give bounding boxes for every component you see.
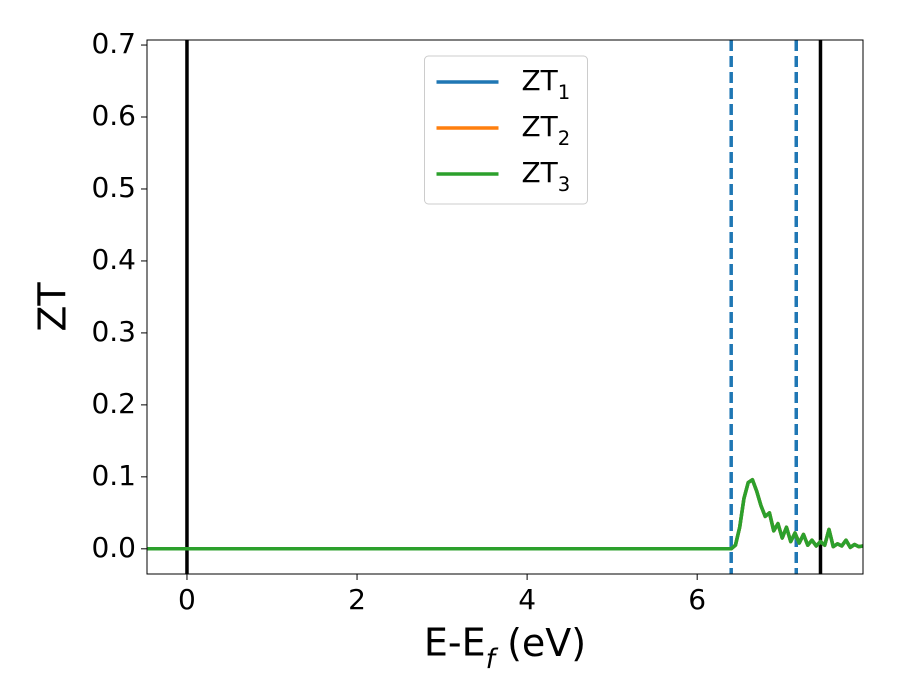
x-tick-label: 4 [518,583,536,616]
x-tick-label: 2 [348,583,366,616]
legend-box [424,55,588,205]
y-tick-label: 0.3 [91,315,136,348]
data-line [147,477,863,551]
x-axis-label: E-Ef (eV) [424,621,586,676]
y-axis-label: ZT [31,282,75,332]
y-tick-label: 0.7 [91,27,136,60]
y-tick-label: 0.5 [91,171,136,204]
y-tick-label: 0.0 [91,531,136,564]
y-tick-label: 0.1 [91,459,136,492]
y-tick-label: 0.2 [91,387,136,420]
plot-frame [146,39,864,575]
x-tick-label: 6 [688,583,706,616]
y-tick-label: 0.6 [91,99,136,132]
x-tick-label: 0 [178,583,196,616]
y-tick-label: 0.4 [91,243,136,276]
